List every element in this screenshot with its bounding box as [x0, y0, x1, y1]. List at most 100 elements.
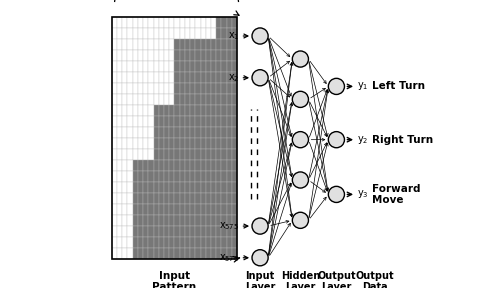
Bar — [185, 182, 190, 193]
Bar — [200, 226, 205, 237]
Bar — [128, 149, 132, 160]
Bar — [164, 116, 169, 127]
Bar — [138, 138, 143, 149]
Bar — [164, 138, 169, 149]
Bar — [196, 50, 200, 61]
Bar — [211, 17, 216, 28]
Bar — [148, 83, 154, 94]
Bar — [185, 138, 190, 149]
Bar — [190, 116, 196, 127]
Bar — [211, 215, 216, 226]
Bar — [122, 105, 128, 116]
Bar — [185, 28, 190, 39]
Bar — [158, 193, 164, 204]
Bar — [158, 28, 164, 39]
Bar — [180, 171, 185, 182]
Bar — [216, 237, 222, 248]
Bar — [122, 193, 128, 204]
Bar — [164, 72, 169, 83]
Bar — [211, 116, 216, 127]
Bar — [232, 226, 237, 237]
Bar — [211, 39, 216, 50]
Bar — [211, 28, 216, 39]
Bar — [112, 72, 117, 83]
Bar — [132, 94, 138, 105]
Bar — [211, 237, 216, 248]
Bar — [190, 160, 196, 171]
Bar — [128, 226, 132, 237]
Bar — [200, 83, 205, 94]
Bar — [128, 83, 132, 94]
Bar — [226, 248, 232, 259]
Bar — [200, 237, 205, 248]
Bar — [196, 17, 200, 28]
Bar — [154, 237, 158, 248]
Bar — [216, 72, 222, 83]
Bar — [158, 17, 164, 28]
Bar — [180, 127, 185, 138]
Bar — [128, 17, 132, 28]
Bar — [185, 193, 190, 204]
Bar — [148, 215, 154, 226]
Bar — [143, 28, 148, 39]
Bar — [190, 149, 196, 160]
Bar — [222, 61, 226, 72]
Bar — [169, 127, 174, 138]
Bar — [164, 226, 169, 237]
Text: Output
Data: Output Data — [356, 271, 395, 288]
Bar — [226, 215, 232, 226]
Bar — [222, 160, 226, 171]
Bar — [112, 182, 117, 193]
Bar — [222, 248, 226, 259]
Bar — [216, 127, 222, 138]
Circle shape — [292, 212, 308, 228]
Bar — [190, 105, 196, 116]
Bar — [190, 127, 196, 138]
Bar — [117, 149, 122, 160]
Bar — [143, 17, 148, 28]
Bar — [132, 160, 138, 171]
Bar — [138, 94, 143, 105]
Bar — [112, 149, 117, 160]
Bar — [117, 138, 122, 149]
Bar — [164, 105, 169, 116]
Bar — [143, 116, 148, 127]
Bar — [200, 138, 205, 149]
Bar — [174, 61, 180, 72]
Bar — [169, 182, 174, 193]
Bar — [154, 94, 158, 105]
Bar — [226, 28, 232, 39]
Bar — [216, 116, 222, 127]
Bar — [158, 61, 164, 72]
Bar — [190, 226, 196, 237]
Bar — [158, 204, 164, 215]
Bar — [132, 116, 138, 127]
Bar — [158, 138, 164, 149]
Bar — [200, 105, 205, 116]
Bar — [143, 149, 148, 160]
Bar — [169, 226, 174, 237]
Bar — [174, 94, 180, 105]
Bar — [164, 17, 169, 28]
Bar — [138, 50, 143, 61]
Bar — [148, 17, 154, 28]
Bar — [222, 17, 226, 28]
Bar — [122, 39, 128, 50]
Bar — [185, 116, 190, 127]
Bar — [226, 94, 232, 105]
Bar — [232, 61, 237, 72]
Bar — [216, 204, 222, 215]
Bar — [143, 105, 148, 116]
Bar — [148, 39, 154, 50]
Circle shape — [252, 28, 268, 44]
Bar — [117, 248, 122, 259]
Bar — [158, 215, 164, 226]
Bar — [169, 160, 174, 171]
Bar — [164, 160, 169, 171]
Bar — [211, 171, 216, 182]
Bar — [117, 94, 122, 105]
Bar — [148, 50, 154, 61]
Bar — [148, 226, 154, 237]
Bar — [154, 248, 158, 259]
Bar — [154, 127, 158, 138]
